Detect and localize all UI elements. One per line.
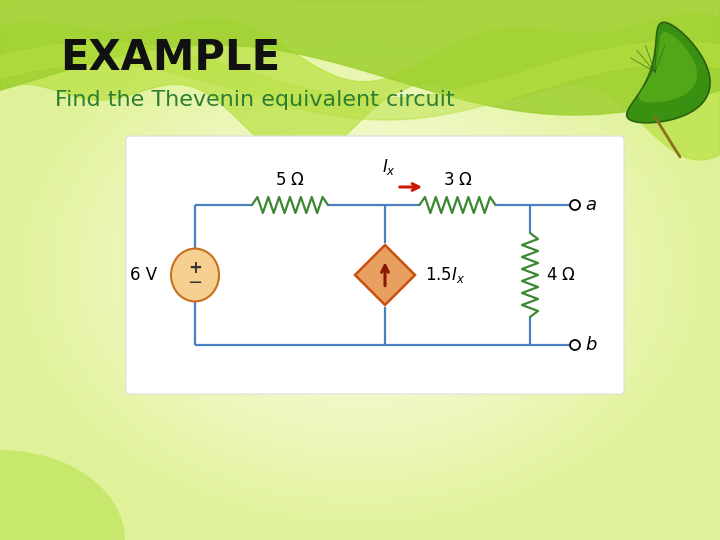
- Text: EXAMPLE: EXAMPLE: [60, 37, 280, 79]
- Circle shape: [570, 340, 580, 350]
- Ellipse shape: [0, 450, 125, 540]
- Circle shape: [570, 200, 580, 210]
- Ellipse shape: [171, 248, 219, 301]
- Text: b: b: [585, 336, 596, 354]
- Text: $1.5I_x$: $1.5I_x$: [425, 265, 465, 285]
- Text: Find the Thevenin equivalent circuit: Find the Thevenin equivalent circuit: [55, 90, 454, 110]
- Polygon shape: [626, 22, 710, 123]
- Text: −: −: [187, 274, 202, 292]
- Polygon shape: [355, 245, 415, 305]
- Polygon shape: [639, 32, 697, 103]
- Text: 5 $\Omega$: 5 $\Omega$: [275, 171, 305, 189]
- FancyBboxPatch shape: [126, 136, 624, 394]
- Text: 6 V: 6 V: [130, 266, 157, 284]
- Text: 4 $\Omega$: 4 $\Omega$: [546, 266, 576, 284]
- Text: 3 $\Omega$: 3 $\Omega$: [443, 171, 472, 189]
- Text: $I_x$: $I_x$: [382, 157, 396, 177]
- Text: a: a: [585, 196, 596, 214]
- Text: +: +: [188, 259, 202, 277]
